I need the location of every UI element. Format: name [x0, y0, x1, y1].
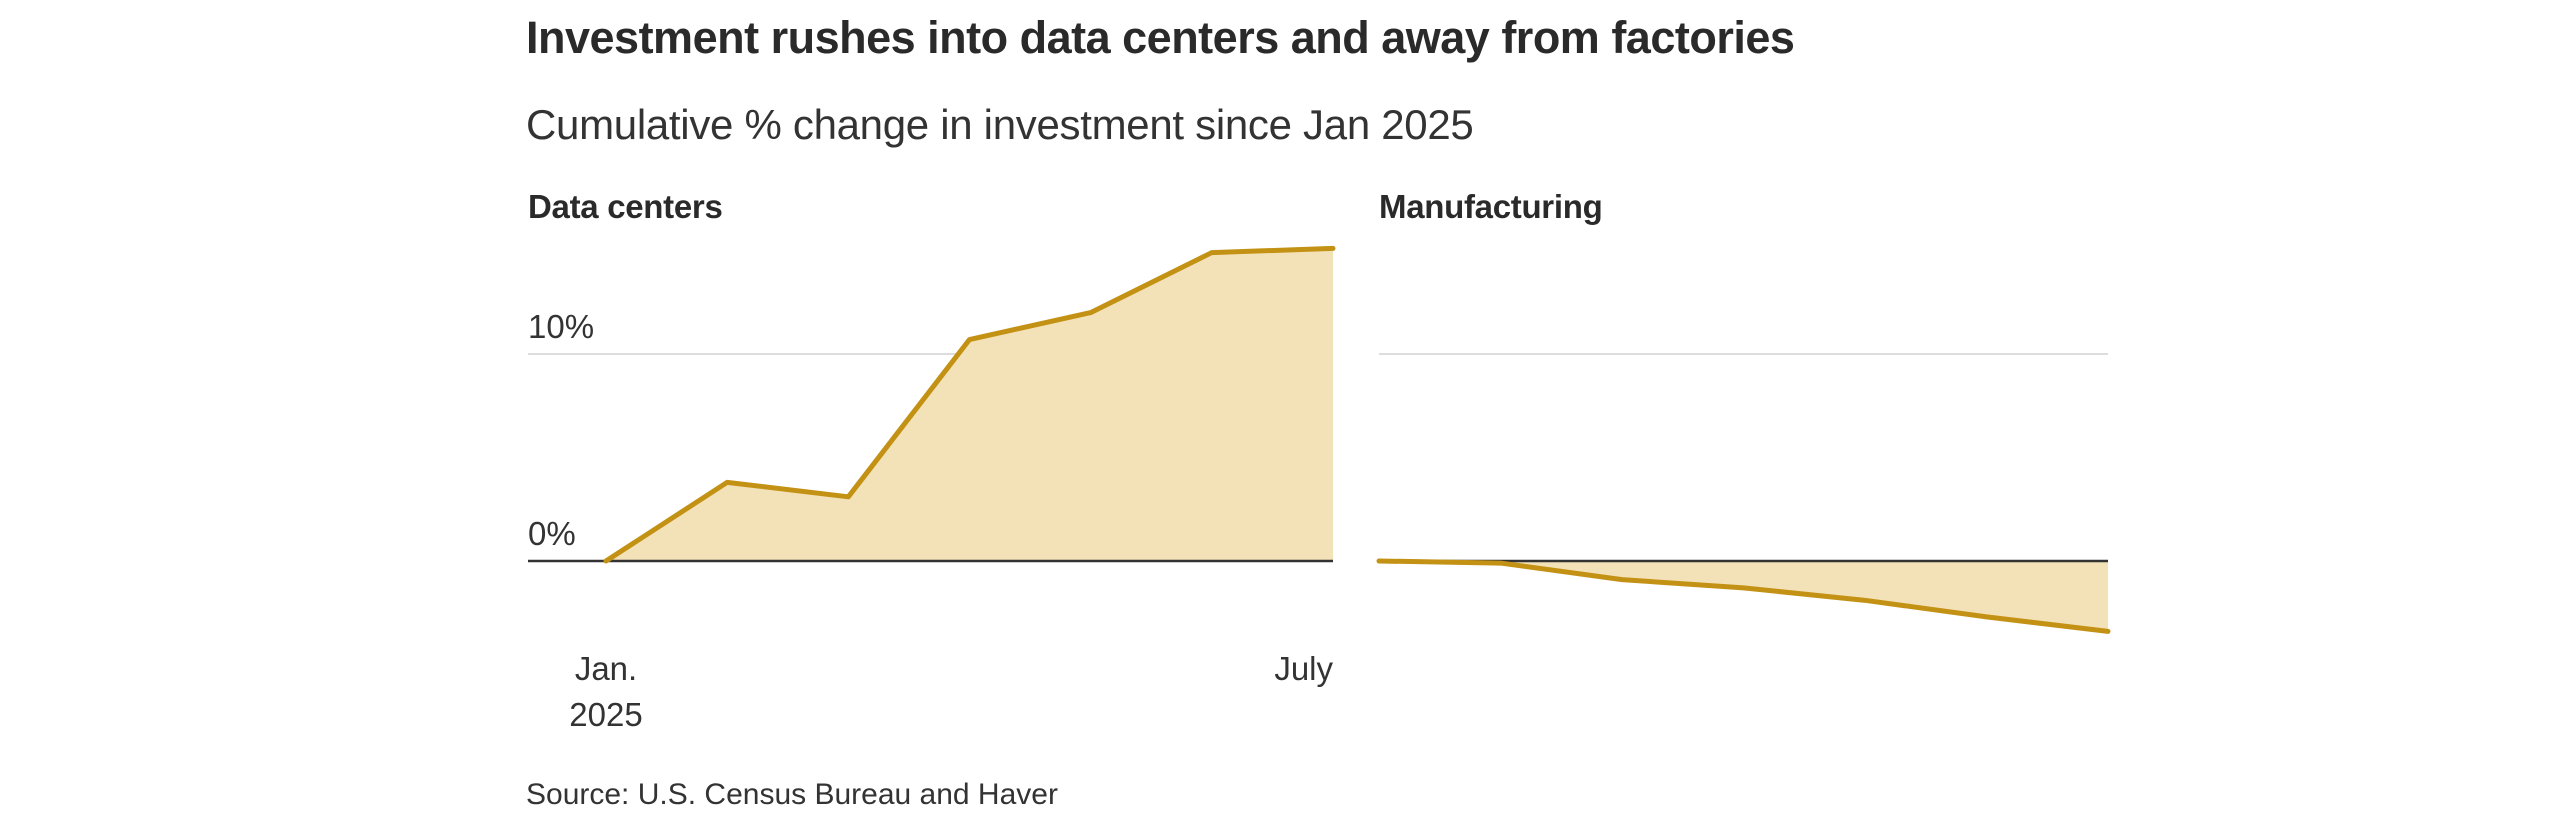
data-point-data-centers-4 — [1088, 310, 1093, 315]
x-tick-label: Jan. — [575, 650, 637, 687]
source-note: Source: U.S. Census Bureau and Haver — [526, 778, 1058, 811]
data-point-manufacturing-1 — [1498, 561, 1503, 566]
data-point-manufacturing-2 — [1620, 577, 1625, 582]
data-point-data-centers-1 — [725, 480, 730, 485]
chart-subtitle: Cumulative % change in investment since … — [526, 101, 1474, 148]
panel-title-manufacturing: Manufacturing — [1379, 188, 1603, 225]
panel-manufacturing — [1376, 353, 2111, 634]
x-tick-label-year: 2025 — [569, 696, 642, 733]
data-point-data-centers-2 — [846, 494, 851, 499]
data-point-manufacturing-5 — [1984, 614, 1989, 619]
data-point-manufacturing-6 — [2106, 629, 2111, 634]
y-tick-label: 10% — [528, 308, 594, 345]
series-line-manufacturing — [1376, 558, 2111, 634]
area-fill-data-centers — [606, 248, 1333, 561]
data-point-manufacturing-0 — [1377, 559, 1382, 564]
x-tick-label: July — [1274, 650, 1333, 687]
data-point-data-centers-6 — [1331, 246, 1336, 251]
data-point-manufacturing-3 — [1741, 585, 1746, 590]
panel-title-data-centers: Data centers — [528, 188, 723, 225]
y-tick-label: 0% — [528, 515, 576, 552]
area-fill-manufacturing — [1379, 561, 2108, 632]
data-point-data-centers-5 — [1209, 250, 1214, 255]
chart-title: Investment rushes into data centers and … — [526, 12, 1795, 63]
data-point-data-centers-0 — [604, 559, 609, 564]
data-point-manufacturing-4 — [1863, 598, 1868, 603]
data-point-data-centers-3 — [967, 337, 972, 342]
series-line-data-centers — [603, 245, 1336, 564]
panel-data-centers: 0% 10% Jan. 2025 July — [528, 245, 1336, 733]
